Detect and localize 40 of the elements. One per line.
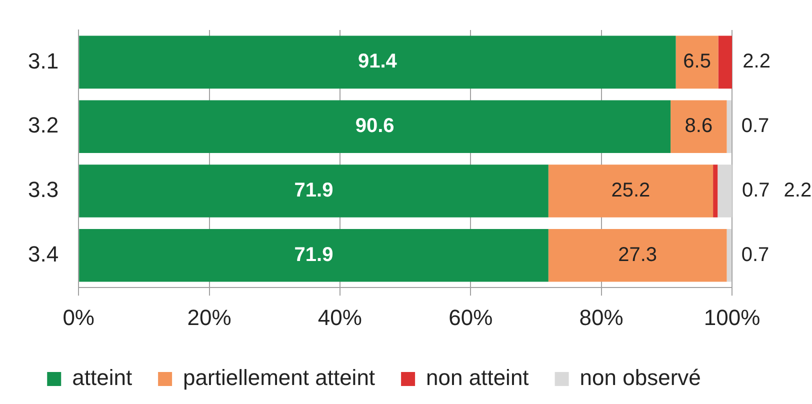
data-label: 8.6 (684, 115, 713, 138)
data-label: 0.7 (742, 180, 770, 202)
y-tick-label: 3.1 (28, 48, 59, 74)
x-tick-label: 60% (448, 304, 493, 330)
bar (548, 164, 714, 218)
bar (79, 36, 676, 89)
bar (713, 164, 718, 218)
bar (79, 100, 671, 154)
legend-label: atteint (72, 365, 132, 390)
legend-label: non atteint (426, 365, 529, 390)
y-tick-label: 3.3 (28, 177, 59, 202)
data-label: 2.2 (784, 180, 812, 202)
bar (718, 164, 732, 218)
bar (726, 228, 732, 282)
data-label: 71.9 (294, 244, 334, 266)
legend-label: partiellement atteint (183, 365, 376, 390)
y-tick-label: 3.4 (28, 241, 59, 266)
x-tick-label: 100% (704, 304, 760, 330)
data-label: 27.3 (618, 244, 658, 266)
bar (670, 100, 727, 154)
bar (79, 164, 548, 218)
x-tick-label: 0% (62, 304, 94, 330)
data-label: 0.7 (741, 244, 770, 266)
x-tick-label: 40% (318, 304, 362, 330)
data-label: 91.4 (358, 50, 398, 73)
y-tick-label: 3.2 (28, 112, 59, 138)
bar (548, 228, 727, 282)
bar (726, 100, 732, 154)
data-label: 2.2 (742, 50, 770, 73)
data-label: 0.7 (741, 115, 770, 138)
data-label: 25.2 (611, 180, 650, 202)
data-label: 6.5 (683, 50, 711, 73)
legend-label: non observé (580, 365, 701, 390)
x-tick-label: 20% (187, 304, 232, 330)
bar (676, 36, 718, 89)
data-label: 71.9 (294, 180, 334, 202)
bar (79, 228, 548, 282)
bar (718, 36, 732, 89)
data-label: 90.6 (355, 115, 394, 138)
x-tick-label: 80% (579, 304, 624, 330)
